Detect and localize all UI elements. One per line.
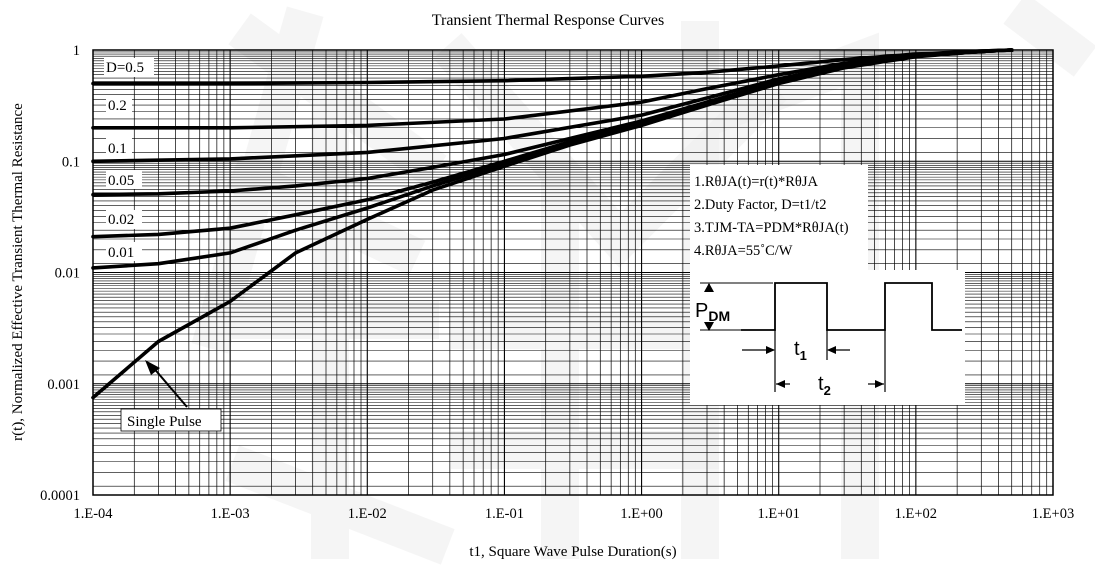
plot-frame: [92, 49, 1054, 496]
x-tick-label: 1.E+02: [895, 506, 937, 522]
y-axis-label: r(t), Normalized Effective Transient The…: [10, 103, 26, 441]
label-0-05: 0.05: [108, 173, 134, 189]
label-single-pulse: Single Pulse: [127, 414, 202, 430]
note-3: 3.TJM-TA=PDM*RθJA(t): [694, 220, 849, 236]
single-pulse-arrowhead: [145, 360, 160, 375]
y-tick-label: 0.1: [62, 154, 80, 170]
x-tick-label: 1.E-02: [348, 506, 387, 522]
pulse-waveform: [741, 282, 962, 331]
curves: [91, 48, 1014, 400]
y-tick-label: 0.01: [55, 266, 80, 282]
notes-box: 1.RθJA(t)=r(t)*RθJA 2.Duty Factor, D=t1/…: [690, 165, 868, 270]
note-1: 1.RθJA(t)=r(t)*RθJA: [694, 174, 818, 190]
x-tick-label: 1.E-01: [485, 506, 524, 522]
label-0-2: 0.2: [108, 98, 127, 114]
note-4: 4.RθJA=55˚C/W: [694, 243, 793, 259]
x-tick-label: 1.E-04: [73, 506, 113, 522]
x-tick-label: 1.E+01: [758, 506, 800, 522]
pulse-inset: PDM t1 t2: [690, 270, 965, 405]
y-tick-label: 1: [73, 43, 80, 59]
curve-single-pulse: [91, 48, 1014, 400]
t2-label: t2: [818, 373, 831, 398]
y-tick-label: 0.001: [47, 377, 80, 393]
label-0-1: 0.1: [108, 141, 127, 157]
label-0-02: 0.02: [108, 212, 134, 228]
label-0-01: 0.01: [108, 245, 134, 261]
pdm-label: PDM: [695, 300, 730, 324]
y-axis-ticks: 1 0.1 0.01 0.001 0.0001: [40, 43, 80, 504]
y-tick-label: 0.0001: [40, 488, 80, 504]
x-tick-label: 1.E+00: [620, 506, 662, 522]
single-pulse-arrow: [151, 365, 188, 408]
note-2: 2.Duty Factor, D=t1/t2: [694, 197, 826, 213]
x-axis-ticks: 1.E-04 1.E-03 1.E-02 1.E-01 1.E+00 1.E+01 1.E+…: [73, 506, 1074, 522]
x-axis-label: t1, Square Wave Pulse Duration(s): [469, 544, 676, 560]
single-pulse-annotation: Single Pulse: [120, 360, 222, 432]
chart-title: Transient Thermal Response Curves: [432, 12, 664, 29]
t1-label: t1: [794, 338, 807, 363]
x-tick-label: 1.E-03: [211, 506, 250, 522]
x-tick-label: 1.E+03: [1032, 506, 1074, 522]
curve-labels: D=0.5 0.2 0.1 0.05 0.02 0.01: [104, 58, 154, 261]
label-d-0-5: D=0.5: [106, 60, 144, 76]
